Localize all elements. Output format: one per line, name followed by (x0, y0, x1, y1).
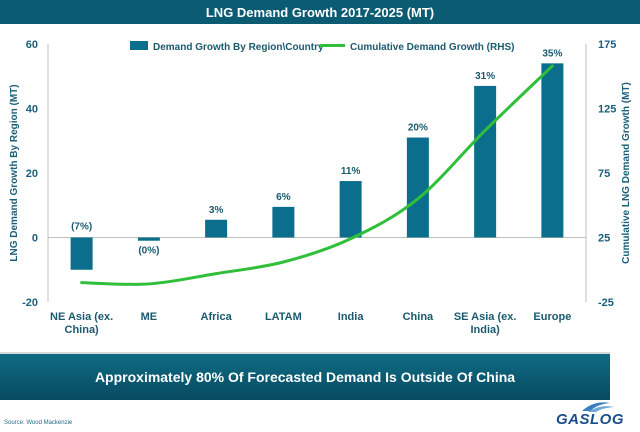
x-tick-label: Europe (533, 311, 571, 323)
x-tick-label: India (338, 311, 365, 323)
bar-data-label: 11% (341, 166, 361, 177)
bar-0 (70, 237, 93, 270)
y2-axis-title: Cumulative LNG Demand Growth (MT) (621, 82, 632, 264)
x-tick-label: ME (141, 311, 158, 323)
bar-data-label: 3% (209, 205, 224, 216)
legend: Demand Growth By Region\Country Cumulativ… (130, 41, 514, 53)
y-axis-title: LNG Demand Growth By Region (MT) (9, 84, 20, 261)
x-tick-label: LATAM (265, 311, 302, 323)
bar-data-label: (7%) (71, 222, 92, 233)
x-tick-label: NE Asia (ex. China) (50, 311, 113, 336)
bar-1 (137, 237, 160, 241)
summary-banner: Approximately 80% Of Forecasted Demand I… (0, 352, 610, 400)
chart-area: Demand Growth By Region\Country Cumulativ… (9, 39, 632, 336)
y2-tick-label: 175 (598, 39, 616, 51)
x-tick-label: China (403, 311, 434, 323)
source-note: Source: Wood Mackenzie (4, 420, 73, 426)
chart-title: LNG Demand Growth 2017-2025 (MT) (0, 0, 640, 24)
bar-3 (272, 206, 295, 238)
bar-data-label: 31% (475, 71, 495, 82)
legend-bar-label: Demand Growth By Region\Country (153, 42, 324, 53)
y2-tick-label: 75 (598, 168, 610, 180)
y-tick-label: 0 (32, 233, 38, 245)
wave-icon (582, 402, 614, 412)
bar-data-label: (0%) (138, 246, 159, 257)
bar-data-label: 20% (408, 123, 428, 134)
legend-line-label: Cumulative Demand Growth (RHS) (350, 42, 514, 53)
x-tick-label: SE Asia (ex. India) (454, 311, 517, 336)
y2-tick-label: 25 (598, 233, 610, 245)
bar-6 (474, 85, 497, 238)
bar-7 (541, 63, 564, 238)
axes: 60 40 20 0 -20 175 125 75 25 -25 LNG Demand Growth… (9, 39, 632, 336)
bar-5 (406, 137, 429, 238)
logo-text: GASLOG (555, 411, 624, 428)
y-tick-label: -20 (22, 297, 38, 309)
y2-tick-label: 125 (598, 104, 616, 116)
y2-tick-label: -25 (598, 297, 614, 309)
gaslog-logo: GASLOG (548, 398, 632, 428)
cumulative-line-path (80, 64, 554, 286)
legend-bar-swatch (130, 41, 148, 50)
bar-data-label: 35% (542, 48, 562, 59)
bars (70, 63, 564, 270)
y-tick-label: 40 (26, 104, 38, 116)
cumulative-line (80, 64, 554, 286)
y-tick-label: 60 (26, 39, 38, 51)
data-labels: (7%) (0%) 3% 6% 11% 20% 31% 35% (71, 48, 562, 256)
y-tick-label: 20 (26, 168, 38, 180)
bar-4 (339, 181, 362, 238)
x-tick-label: Africa (201, 311, 233, 323)
bar-2 (205, 219, 228, 238)
bar-data-label: 6% (276, 192, 291, 203)
